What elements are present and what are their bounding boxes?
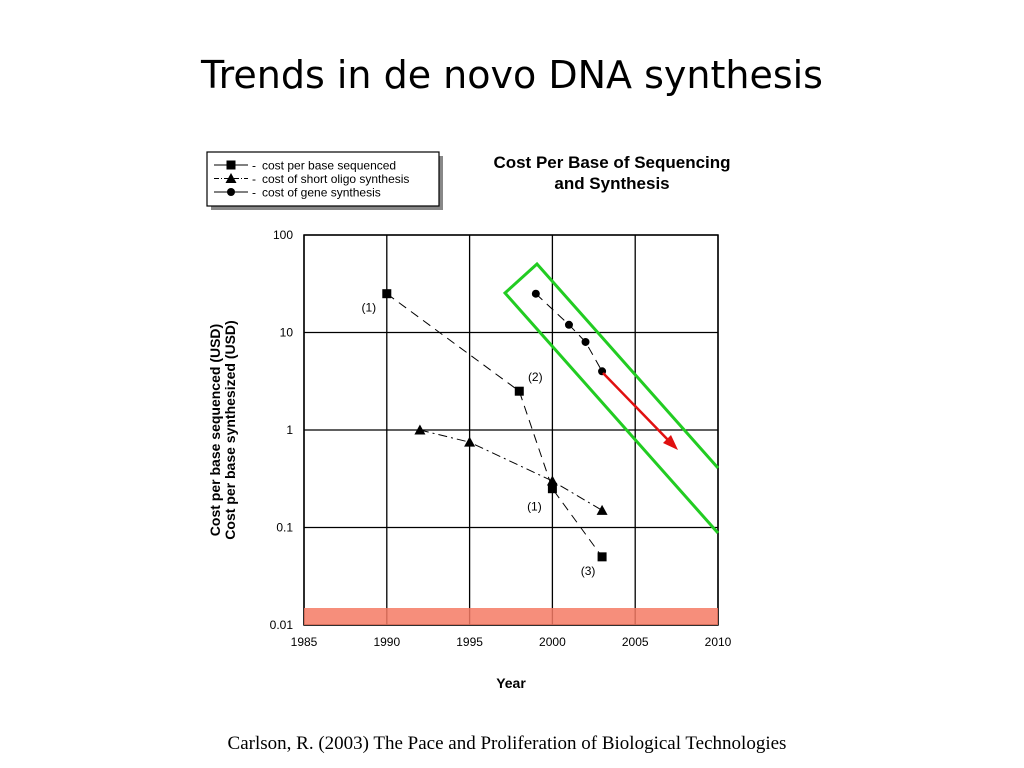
y-tick-label: 0.01: [270, 618, 294, 632]
marker: [227, 188, 235, 196]
y-tick-label: 0.1: [276, 521, 293, 535]
chart-title: Cost Per Base of Sequencing: [493, 153, 730, 172]
x-tick-label: 1995: [456, 635, 483, 649]
marker: [564, 320, 573, 329]
marker: [597, 552, 607, 562]
legend-label: cost of gene synthesis: [262, 186, 381, 200]
trend-arrow-head: [663, 435, 678, 450]
series-line: [535, 293, 603, 372]
marker: [547, 484, 557, 494]
series-line: [386, 293, 603, 558]
x-tick-label: 2000: [539, 635, 566, 649]
y-axis-label: Cost per base synthesized (USD): [222, 320, 238, 539]
marker: [531, 289, 540, 298]
highlight-box: [502, 261, 720, 534]
marker: [514, 386, 524, 396]
legend-label: cost of short oligo synthesis: [262, 172, 409, 186]
x-tick-label: 1985: [291, 635, 318, 649]
marker: [546, 475, 558, 486]
point-label: (2): [528, 370, 543, 384]
y-tick-label: 10: [280, 326, 294, 340]
slide-title: Trends in de novo DNA synthesis: [200, 53, 823, 97]
legend-dash: -: [252, 186, 256, 200]
marker: [382, 289, 392, 299]
marker: [414, 424, 426, 435]
marker: [596, 504, 608, 515]
y-tick-label: 100: [273, 228, 293, 242]
trend-arrow: [602, 372, 671, 443]
y-axis-label: Cost per base sequenced (USD): [207, 324, 223, 536]
point-label: (1): [361, 301, 376, 315]
caption: Carlson, R. (2003) The Pace and Prolifer…: [228, 733, 787, 754]
highlight-band: [304, 608, 718, 625]
x-tick-label: 2010: [705, 635, 732, 649]
point-label: (3): [581, 564, 596, 578]
x-axis-label: Year: [496, 675, 526, 691]
marker: [464, 436, 476, 447]
marker: [225, 173, 237, 183]
legend-dash: -: [252, 159, 256, 173]
x-tick-label: 2005: [622, 635, 649, 649]
x-tick-label: 1990: [373, 635, 400, 649]
legend-label: cost per base sequenced: [262, 159, 396, 173]
marker: [226, 160, 236, 170]
series-line: [419, 429, 603, 511]
legend-dash: -: [252, 172, 256, 186]
y-tick-label: 1: [286, 423, 293, 437]
chart-title: and Synthesis: [554, 174, 669, 193]
marker: [581, 337, 590, 346]
point-label: (1): [527, 500, 542, 514]
